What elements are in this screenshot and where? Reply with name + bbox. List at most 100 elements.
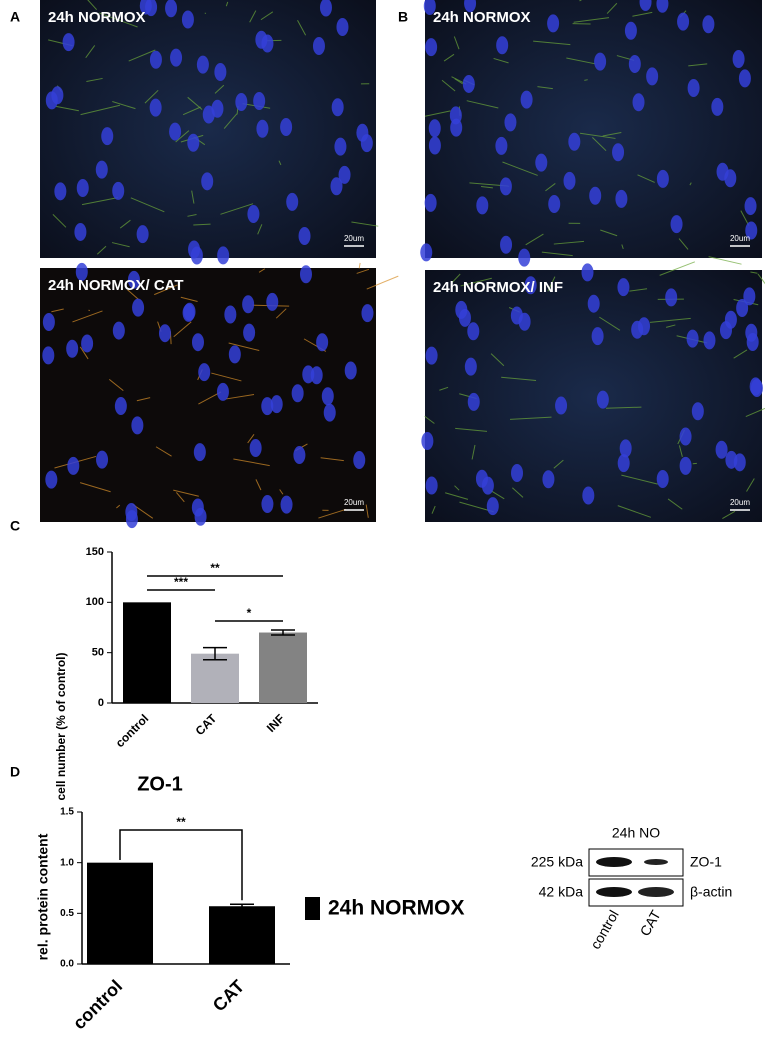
nucleus <box>665 288 677 306</box>
nucleus <box>548 195 560 213</box>
nucleus <box>687 330 699 348</box>
nucleus <box>183 304 195 322</box>
nucleus <box>429 119 441 137</box>
nucleus <box>224 306 236 324</box>
nucleus <box>633 93 645 111</box>
nucleus <box>345 362 357 380</box>
nucleus <box>81 334 93 352</box>
nucleus <box>356 124 368 142</box>
scale-label: 20um <box>344 498 364 507</box>
nucleus <box>336 18 348 36</box>
nucleus <box>465 358 477 376</box>
nucleus <box>311 366 323 384</box>
nucleus <box>476 196 488 214</box>
image-title: 24h NORMOX/ CAT <box>48 277 184 294</box>
nucleus <box>463 75 475 93</box>
nucleus <box>332 98 344 116</box>
nucleus <box>203 106 215 124</box>
nucleus <box>330 177 342 195</box>
nucleus <box>487 497 499 515</box>
nucleus <box>677 13 689 31</box>
nucleus <box>495 137 507 155</box>
nucleus <box>500 236 512 254</box>
panel-label: A <box>10 9 20 25</box>
nucleus <box>597 391 609 409</box>
nucleus <box>429 136 441 154</box>
nucleus <box>743 287 755 305</box>
nucleus <box>293 446 305 464</box>
nucleus <box>716 441 728 459</box>
y-tick-label: 0 <box>98 697 104 709</box>
nucleus <box>751 379 763 397</box>
nucleus <box>281 496 293 514</box>
band <box>596 887 632 897</box>
nucleus <box>568 133 580 151</box>
nucleus <box>150 51 162 69</box>
nucleus <box>150 99 162 117</box>
nucleus <box>170 49 182 67</box>
micrograph <box>40 0 378 265</box>
y-axis-label: cell number (% of control) <box>54 652 68 800</box>
nucleus <box>680 457 692 475</box>
nucleus <box>46 91 58 109</box>
nucleus <box>504 113 516 131</box>
nucleus <box>618 454 630 472</box>
nucleus <box>313 37 325 55</box>
blot-size: 42 kDa <box>539 884 584 900</box>
blot-title: 24h NO <box>612 825 660 841</box>
scale-label: 20um <box>730 498 750 507</box>
band <box>596 857 632 867</box>
nucleus <box>126 510 138 528</box>
nucleus <box>468 393 480 411</box>
nucleus <box>266 293 278 311</box>
nucleus <box>564 172 576 190</box>
nucleus <box>191 247 203 265</box>
bar <box>259 633 307 703</box>
nucleus <box>535 154 547 172</box>
nucleus <box>617 278 629 296</box>
nucleus <box>518 249 530 267</box>
micrograph <box>40 263 398 528</box>
y-tick-label: 150 <box>86 546 104 558</box>
scale-label: 20um <box>344 234 364 243</box>
chart-title: ZO-1 <box>137 773 183 795</box>
nucleus <box>243 324 255 342</box>
nucleus <box>192 333 204 351</box>
nucleus <box>680 428 692 446</box>
nucleus <box>112 182 124 200</box>
nucleus <box>45 471 57 489</box>
nucleus <box>300 265 312 283</box>
nucleus <box>159 324 171 342</box>
nucleus <box>421 432 433 450</box>
nucleus <box>67 457 79 475</box>
image-title: 24h NORMOX <box>433 9 531 26</box>
nucleus <box>629 55 641 73</box>
x-tick-label: INF <box>264 711 288 735</box>
image-bg <box>425 0 762 258</box>
panel-label: D <box>10 764 20 780</box>
nucleus <box>702 15 714 33</box>
nucleus <box>187 134 199 152</box>
nucleus <box>720 321 732 339</box>
y-tick-label: 100 <box>86 596 104 608</box>
blot-protein: ZO-1 <box>690 854 722 870</box>
nucleus <box>739 69 751 87</box>
nucleus <box>717 163 729 181</box>
nucleus <box>592 327 604 345</box>
x-tick-label: control <box>113 711 152 750</box>
nucleus <box>594 53 606 71</box>
nucleus <box>322 387 334 405</box>
nucleus <box>420 243 432 261</box>
nucleus <box>625 22 637 40</box>
nucleus <box>745 197 757 215</box>
significance-label: ** <box>176 815 186 829</box>
nucleus <box>115 397 127 415</box>
nucleus <box>745 324 757 342</box>
nucleus <box>214 63 226 81</box>
nucleus <box>131 416 143 434</box>
nucleus <box>361 304 373 322</box>
nucleus <box>247 205 259 223</box>
nucleus <box>692 402 704 420</box>
nucleus <box>113 322 125 340</box>
nucleus <box>353 451 365 469</box>
